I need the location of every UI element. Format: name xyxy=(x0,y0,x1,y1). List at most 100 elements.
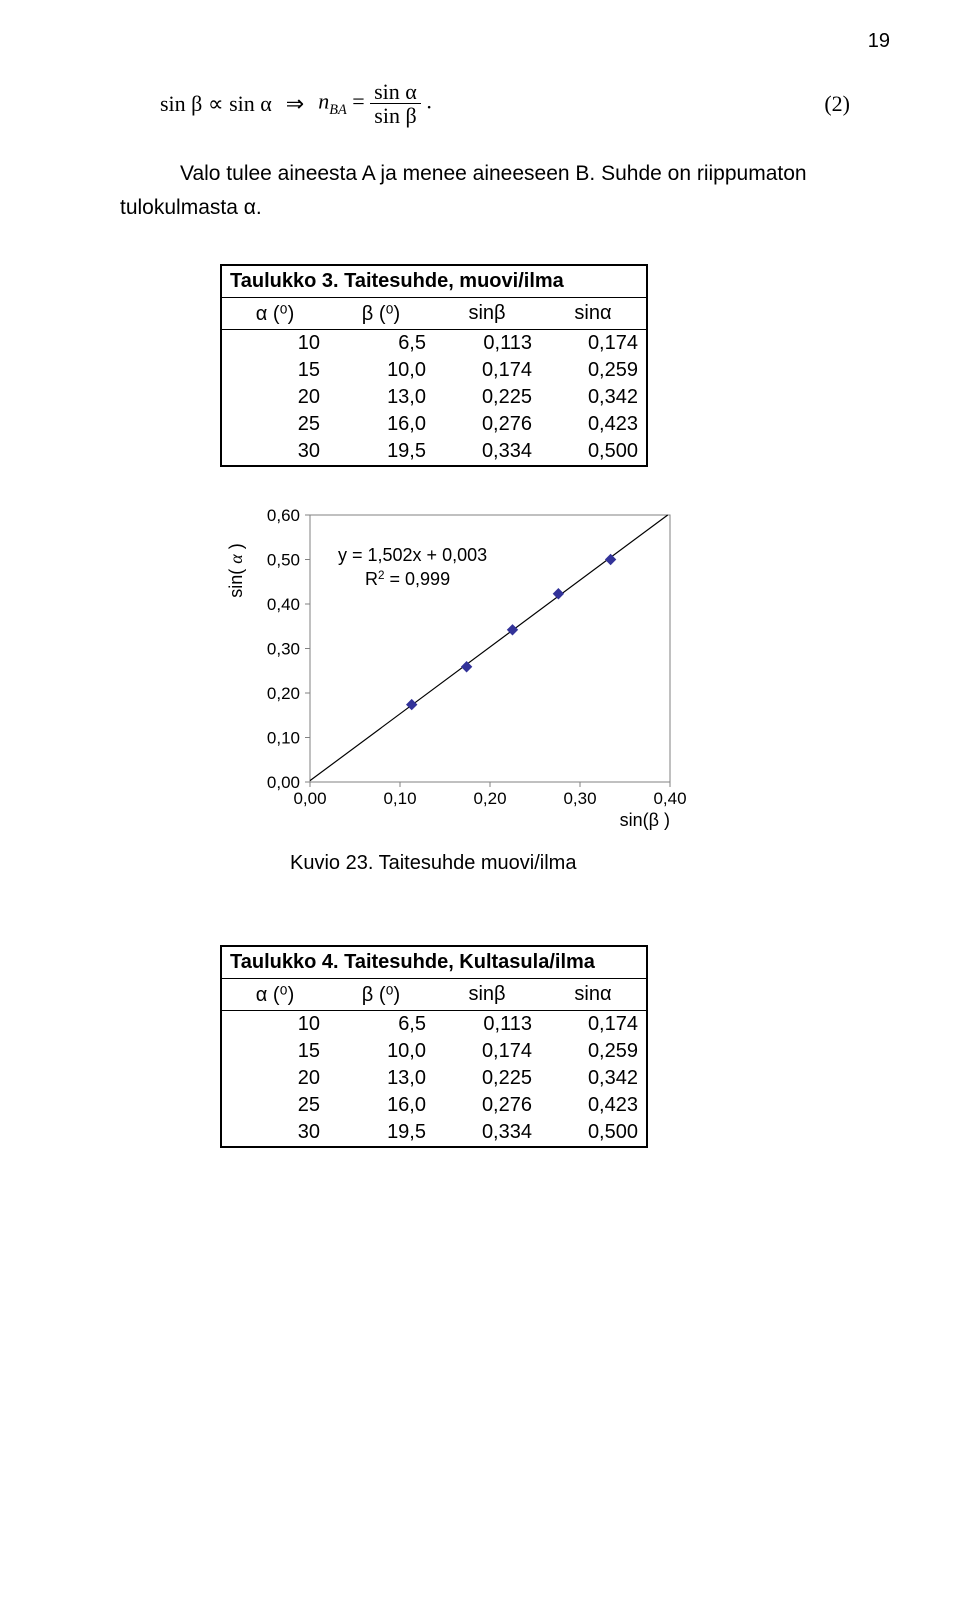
table-row: 1510,00,1740,259 xyxy=(221,357,647,384)
table-cell: 0,334 xyxy=(434,438,540,466)
table-cell: 0,174 xyxy=(540,330,647,358)
eq-sub: BA xyxy=(329,102,346,118)
table-cell: 19,5 xyxy=(328,438,434,466)
svg-text:0,60: 0,60 xyxy=(267,506,300,525)
table3-h2: sinβ xyxy=(434,298,540,330)
table-cell: 15 xyxy=(221,1038,328,1065)
table3-wrap: Taulukko 3. Taitesuhde, muovi/ilma α (⁰)… xyxy=(220,264,860,467)
table-row: 2516,00,2760,423 xyxy=(221,411,647,438)
equation-lhs: sin β ∝ sin α xyxy=(160,91,272,117)
table-cell: 10,0 xyxy=(328,1038,434,1065)
table-cell: 0,174 xyxy=(434,1038,540,1065)
svg-text:0,30: 0,30 xyxy=(267,640,300,659)
table-cell: 0,334 xyxy=(434,1119,540,1147)
table-cell: 30 xyxy=(221,1119,328,1147)
body-line-1: Valo tulee aineesta A ja menee aineeseen… xyxy=(180,162,807,185)
equation-number: (2) xyxy=(824,91,850,117)
table4-header-row: α (⁰) β (⁰) sinβ sinα xyxy=(221,979,647,1011)
page: 19 sin β ∝ sin α ⇒ nBA = sin α sin β . (… xyxy=(0,0,960,1603)
table-cell: 0,174 xyxy=(434,357,540,384)
table-row: 106,50,1130,174 xyxy=(221,330,647,358)
eq-var-n: n xyxy=(318,89,329,114)
table-row: 2516,00,2760,423 xyxy=(221,1092,647,1119)
svg-text:0,50: 0,50 xyxy=(267,551,300,570)
svg-text:0,30: 0,30 xyxy=(563,789,596,808)
table4-wrap: Taulukko 4. Taitesuhde, Kultasula/ilma α… xyxy=(220,945,860,1148)
table-row: 2013,00,2250,342 xyxy=(221,384,647,411)
table-cell: 13,0 xyxy=(328,384,434,411)
table-cell: 13,0 xyxy=(328,1065,434,1092)
table-row: 1510,00,1740,259 xyxy=(221,1038,647,1065)
svg-text:R2 = 0,999: R2 = 0,999 xyxy=(365,569,450,590)
table4-h1: β (⁰) xyxy=(328,979,434,1011)
table3-caption: Taulukko 3. Taitesuhde, muovi/ilma xyxy=(221,265,647,298)
table-cell: 0,342 xyxy=(540,1065,647,1092)
table4-h3: sinα xyxy=(540,979,647,1011)
table4-caption-row: Taulukko 4. Taitesuhde, Kultasula/ilma xyxy=(221,946,647,979)
equation-rhs: nBA = sin α sin β . xyxy=(318,80,432,127)
svg-text:y = 1,502x + 0,003: y = 1,502x + 0,003 xyxy=(338,545,487,565)
table-cell: 0,174 xyxy=(540,1011,647,1039)
table-cell: 6,5 xyxy=(328,330,434,358)
table-cell: 0,259 xyxy=(540,357,647,384)
table-row: 2013,00,2250,342 xyxy=(221,1065,647,1092)
eq-fraction: sin α sin β xyxy=(370,80,421,127)
table-cell: 10 xyxy=(221,1011,328,1039)
equation-row: sin β ∝ sin α ⇒ nBA = sin α sin β . (2) xyxy=(120,80,860,127)
chart: 0,000,100,200,300,400,500,600,000,100,20… xyxy=(220,497,860,842)
table3-h1: β (⁰) xyxy=(328,298,434,330)
table-cell: 20 xyxy=(221,1065,328,1092)
table-cell: 6,5 xyxy=(328,1011,434,1039)
table4: Taulukko 4. Taitesuhde, Kultasula/ilma α… xyxy=(220,945,648,1148)
table-cell: 30 xyxy=(221,438,328,466)
table-cell: 20 xyxy=(221,384,328,411)
table-cell: 0,225 xyxy=(434,384,540,411)
svg-text:0,20: 0,20 xyxy=(473,789,506,808)
table-cell: 0,500 xyxy=(540,1119,647,1147)
table3: Taulukko 3. Taitesuhde, muovi/ilma α (⁰)… xyxy=(220,264,648,467)
body-paragraph: Valo tulee aineesta A ja menee aineeseen… xyxy=(120,157,860,224)
table3-header-row: α (⁰) β (⁰) sinβ sinα xyxy=(221,298,647,330)
table-cell: 25 xyxy=(221,411,328,438)
table3-caption-row: Taulukko 3. Taitesuhde, muovi/ilma xyxy=(221,265,647,298)
table-cell: 0,500 xyxy=(540,438,647,466)
table-cell: 16,0 xyxy=(328,411,434,438)
table-cell: 0,225 xyxy=(434,1065,540,1092)
table4-h2: sinβ xyxy=(434,979,540,1011)
table-cell: 10 xyxy=(221,330,328,358)
table4-h0: α (⁰) xyxy=(221,979,328,1011)
svg-text:0,10: 0,10 xyxy=(267,729,300,748)
eq-frac-den: sin β xyxy=(370,103,420,127)
body-line-2: tulokulmasta α. xyxy=(120,196,262,219)
eq-frac-num: sin α xyxy=(370,80,421,103)
svg-text:sin( α ): sin( α ) xyxy=(226,544,246,598)
page-number: 19 xyxy=(868,30,890,53)
table-cell: 0,259 xyxy=(540,1038,647,1065)
table-row: 3019,50,3340,500 xyxy=(221,1119,647,1147)
eq-equals: = xyxy=(352,89,370,114)
svg-text:0,20: 0,20 xyxy=(267,684,300,703)
table-cell: 0,342 xyxy=(540,384,647,411)
table-cell: 0,423 xyxy=(540,411,647,438)
table-cell: 0,113 xyxy=(434,330,540,358)
table-cell: 10,0 xyxy=(328,357,434,384)
table3-h0: α (⁰) xyxy=(221,298,328,330)
table-cell: 16,0 xyxy=(328,1092,434,1119)
table-cell: 19,5 xyxy=(328,1119,434,1147)
table-cell: 25 xyxy=(221,1092,328,1119)
svg-text:0,00: 0,00 xyxy=(293,789,326,808)
svg-text:0,40: 0,40 xyxy=(653,789,686,808)
table-row: 106,50,1130,174 xyxy=(221,1011,647,1039)
eq-period: . xyxy=(426,89,432,114)
chart-caption: Kuvio 23. Taitesuhde muovi/ilma xyxy=(290,852,860,875)
svg-text:sin(β ): sin(β ) xyxy=(620,810,670,830)
equation-body: sin β ∝ sin α ⇒ nBA = sin α sin β . xyxy=(160,80,432,127)
table-cell: 0,423 xyxy=(540,1092,647,1119)
chart-svg: 0,000,100,200,300,400,500,600,000,100,20… xyxy=(220,497,690,837)
table4-caption: Taulukko 4. Taitesuhde, Kultasula/ilma xyxy=(221,946,647,979)
svg-text:0,10: 0,10 xyxy=(383,789,416,808)
table-cell: 0,276 xyxy=(434,1092,540,1119)
table-cell: 0,276 xyxy=(434,411,540,438)
table-row: 3019,50,3340,500 xyxy=(221,438,647,466)
table3-h3: sinα xyxy=(540,298,647,330)
